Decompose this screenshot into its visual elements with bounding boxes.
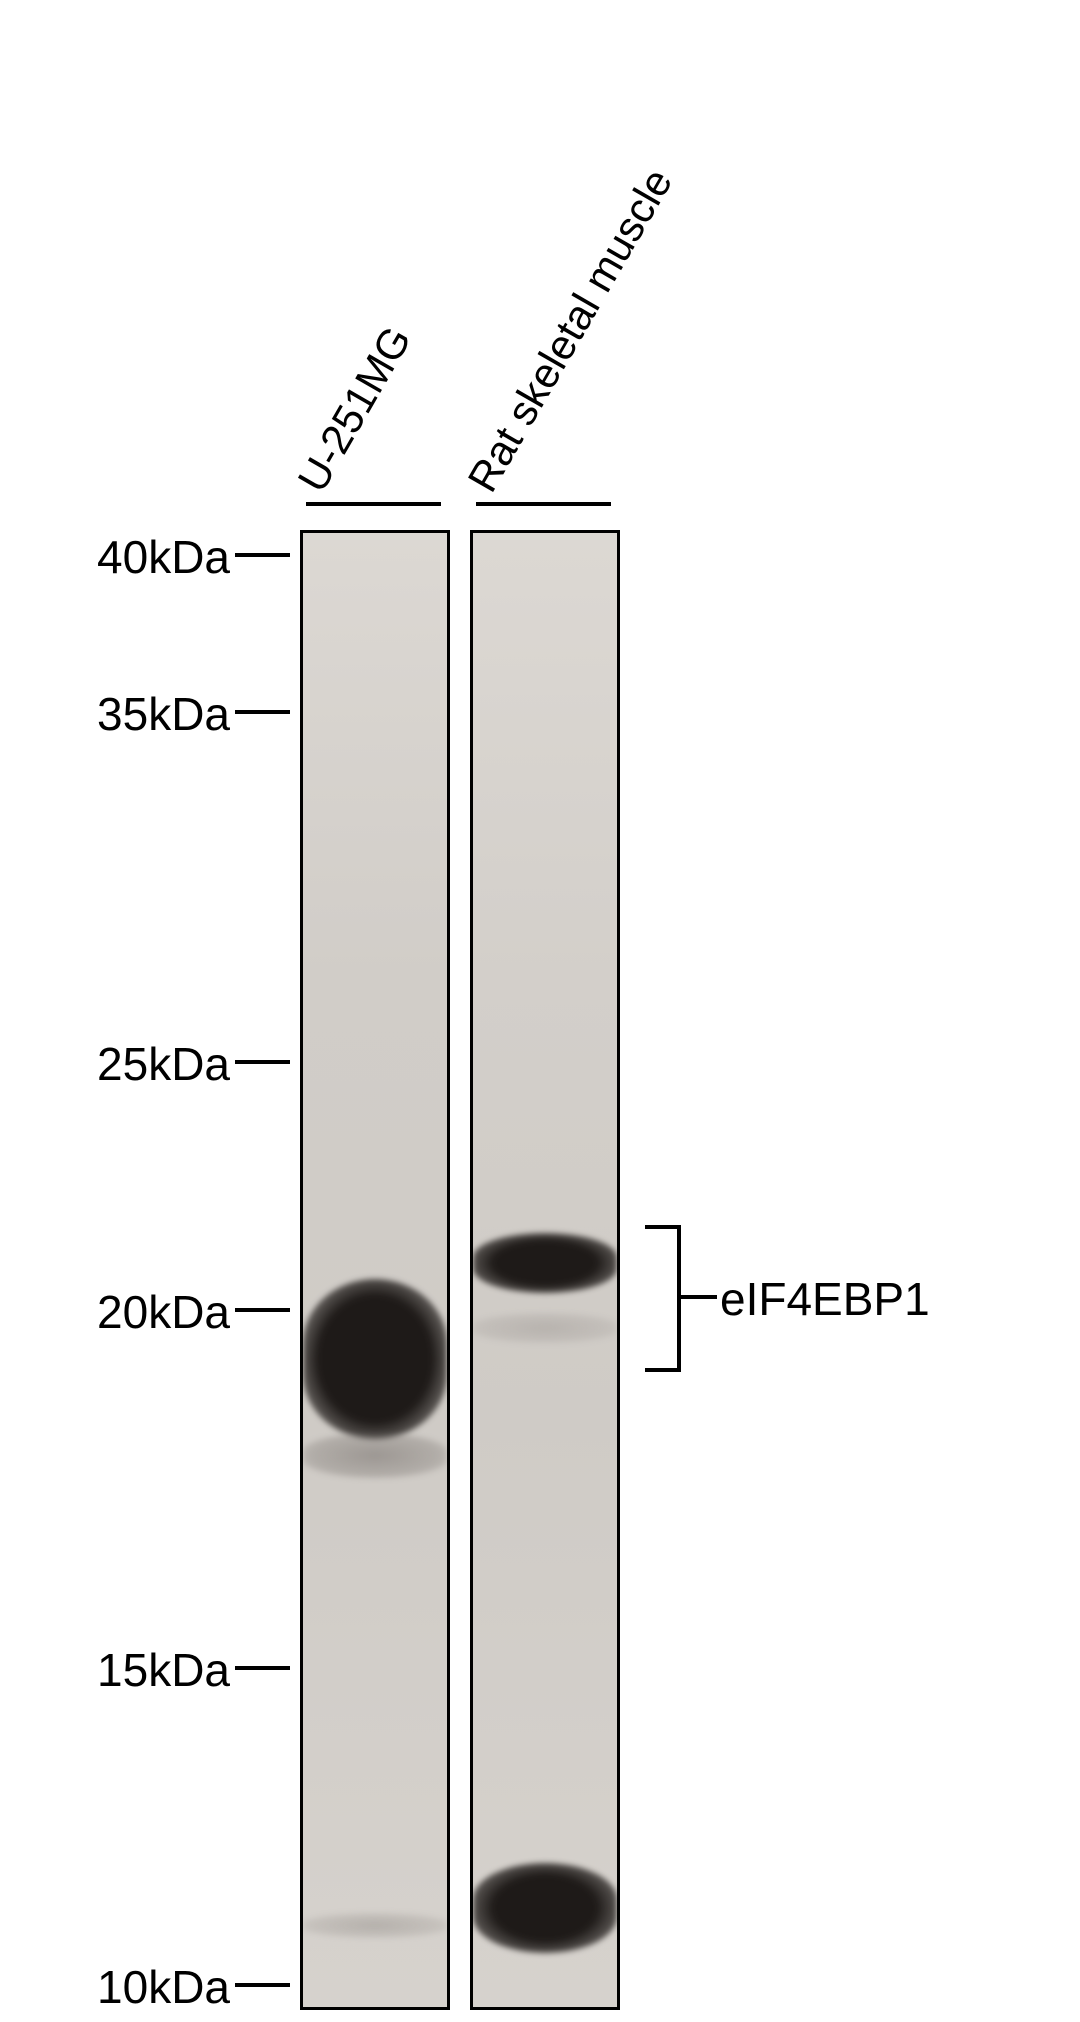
bracket-bottom-arm bbox=[645, 1368, 677, 1372]
mw-tick-35 bbox=[235, 710, 290, 714]
lane1-band-1 bbox=[303, 1279, 447, 1439]
mw-tick-10 bbox=[235, 1983, 290, 1987]
bracket-stem bbox=[677, 1295, 717, 1299]
lane1-band-3 bbox=[303, 1913, 447, 1938]
mw-label-35: 35kDa bbox=[30, 687, 230, 741]
mw-tick-25 bbox=[235, 1060, 290, 1064]
lane-label-1: U-251MG bbox=[288, 318, 421, 500]
mw-label-25: 25kDa bbox=[30, 1037, 230, 1091]
mw-tick-20 bbox=[235, 1308, 290, 1312]
lane2-band-2 bbox=[473, 1313, 617, 1343]
protein-target-label: eIF4EBP1 bbox=[720, 1272, 930, 1326]
mw-tick-15 bbox=[235, 1666, 290, 1670]
mw-label-15: 15kDa bbox=[30, 1643, 230, 1697]
bracket-top-arm bbox=[645, 1225, 677, 1229]
mw-tick-40 bbox=[235, 553, 290, 557]
blot-lane-1 bbox=[300, 530, 450, 2010]
lane2-band-3 bbox=[473, 1863, 617, 1953]
mw-label-40: 40kDa bbox=[30, 530, 230, 584]
lane-underline-2 bbox=[476, 502, 611, 506]
lane-label-2: Rat skeletal muscle bbox=[458, 161, 682, 500]
lane-underline-1 bbox=[306, 502, 441, 506]
lane1-band-2 bbox=[303, 1433, 447, 1478]
mw-label-10: 10kDa bbox=[30, 1960, 230, 2014]
lane-bg-1 bbox=[303, 533, 447, 2007]
mw-label-20: 20kDa bbox=[30, 1285, 230, 1339]
lane2-band-1 bbox=[473, 1233, 617, 1293]
blot-lane-2 bbox=[470, 530, 620, 2010]
